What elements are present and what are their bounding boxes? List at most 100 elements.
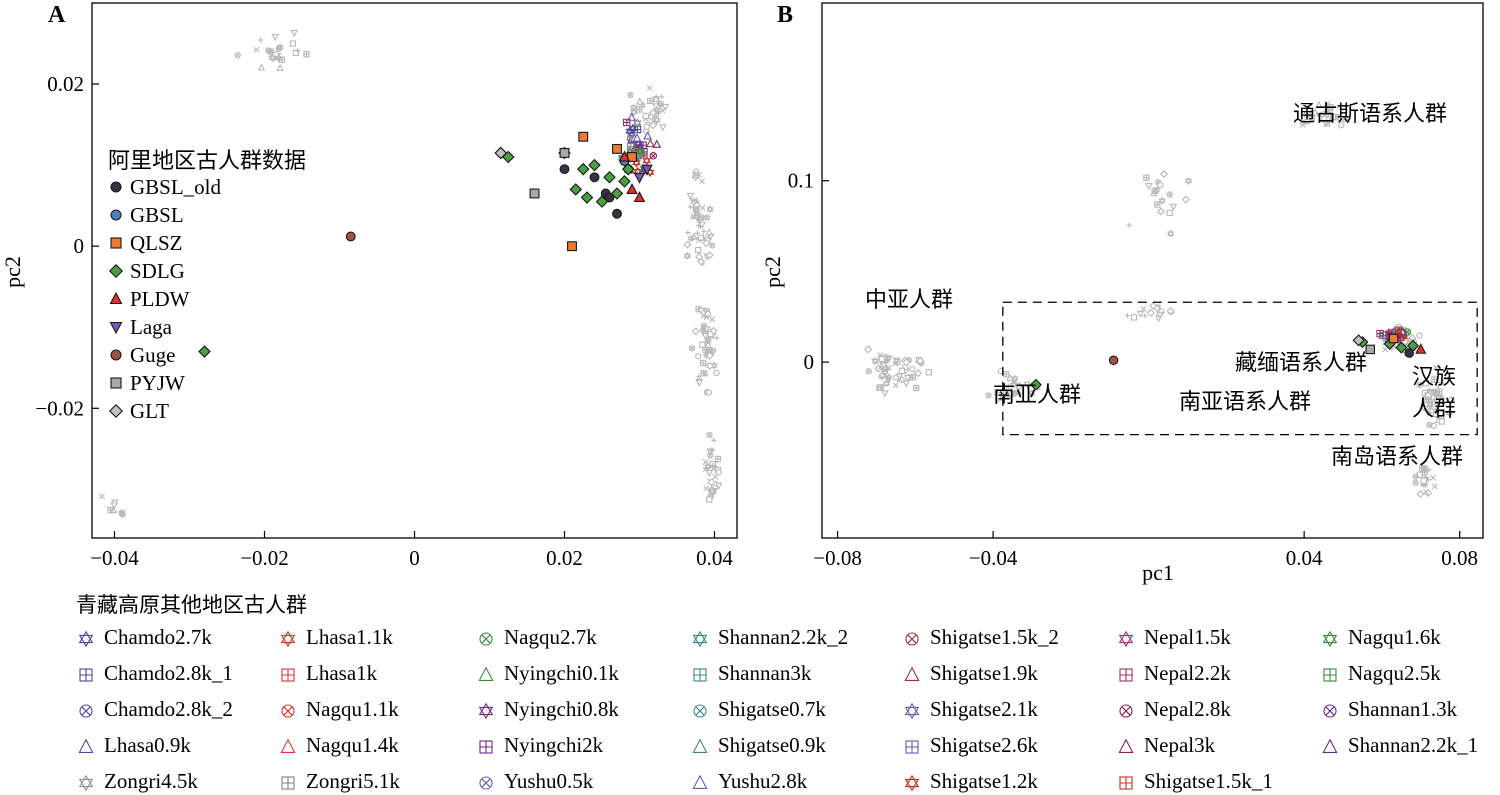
reference-point xyxy=(1028,389,1036,398)
reference-point xyxy=(699,178,705,185)
panel-a: −0.04 −0.02 0 0.02 0.04 −0.02 0 0.02 A pc2 阿里地区… xyxy=(0,2,738,570)
point-sdlg xyxy=(576,162,590,176)
panel-b-frame xyxy=(821,2,1484,539)
reference-point xyxy=(1435,396,1442,403)
legend-marker xyxy=(692,738,708,753)
reference-point xyxy=(1304,111,1311,118)
legend-marker-shape xyxy=(1118,738,1134,753)
reference-point-plateau xyxy=(649,152,658,160)
reference-point xyxy=(689,213,696,220)
reference-point xyxy=(1326,107,1333,114)
legend-label: Zongri5.1k xyxy=(306,769,400,793)
legend-marker-shape xyxy=(1322,738,1338,753)
reference-point xyxy=(702,239,711,248)
legend-marker-shape xyxy=(1119,704,1133,718)
legend-marker xyxy=(478,702,494,720)
reference-point xyxy=(696,374,702,380)
legend-marker xyxy=(110,209,122,221)
reference-point xyxy=(706,431,713,439)
reference-point xyxy=(1425,411,1431,417)
legend-marker xyxy=(479,632,493,646)
reference-point xyxy=(713,369,720,376)
reference-point xyxy=(1445,408,1453,418)
legend-marker xyxy=(1118,738,1134,753)
reference-point xyxy=(705,361,714,370)
reference-point xyxy=(1426,467,1432,473)
y-tick-label: 0.02 xyxy=(47,72,84,96)
legend-marker-shape xyxy=(1119,668,1133,682)
reference-point-plateau xyxy=(632,133,642,142)
reference-point xyxy=(699,204,706,211)
reference-point xyxy=(659,94,665,100)
reference-point xyxy=(690,197,697,204)
legend-marker-shape xyxy=(478,666,494,681)
reference-point xyxy=(1308,115,1316,122)
point-sdlg xyxy=(1029,378,1042,391)
annotation-austronesian: 南岛语系人群 xyxy=(1331,444,1463,469)
point-gbsl-old xyxy=(559,164,570,175)
reference-point xyxy=(1334,114,1342,121)
reference-point xyxy=(700,370,707,377)
reference-point xyxy=(999,390,1005,396)
legend-label: Zongri4.5k xyxy=(104,769,198,793)
legend-marker-shape xyxy=(692,738,708,753)
reference-point xyxy=(1416,489,1425,499)
legend-label: Nepal2.2k xyxy=(1144,661,1231,685)
reference-point xyxy=(1431,409,1440,418)
legend-label: Nagqu2.7k xyxy=(504,625,597,649)
legend-marker xyxy=(79,704,93,718)
legend-marker-shape xyxy=(905,740,919,754)
annotation-han-population: 人群 xyxy=(1412,396,1456,421)
reference-point xyxy=(274,53,283,63)
reference-point xyxy=(253,46,260,53)
reference-point xyxy=(649,121,658,130)
reference-point xyxy=(1420,465,1427,472)
legend-marker xyxy=(1118,630,1134,648)
legend-marker xyxy=(1322,738,1338,753)
reference-point xyxy=(1299,119,1306,126)
reference-point xyxy=(884,354,891,362)
legend-marker xyxy=(692,630,708,648)
legend-label: Shannan2.2k_1 xyxy=(1348,733,1479,757)
reference-point xyxy=(275,45,283,52)
point-gbsl-old xyxy=(589,172,600,183)
reference-point xyxy=(683,251,692,261)
point-glt xyxy=(1352,334,1365,347)
legend-label: Yushu2.8k xyxy=(718,769,808,793)
reference-point xyxy=(661,103,670,112)
legend-marker xyxy=(1119,776,1133,790)
legend-marker-shape xyxy=(904,666,920,681)
reference-point xyxy=(1304,118,1311,125)
reference-point xyxy=(703,314,710,321)
legend-marker xyxy=(78,738,94,753)
annotation-han: 汉族 xyxy=(1412,364,1456,389)
reference-point xyxy=(1159,169,1169,179)
legend-marker-shape xyxy=(281,668,295,682)
legend-marker xyxy=(904,666,920,681)
reference-point xyxy=(709,316,716,323)
reference-point xyxy=(1157,182,1164,189)
reference-point xyxy=(107,506,114,514)
legend-marker xyxy=(281,668,295,682)
bottom-legend: 青藏高原其他地区古人群 Chamdo2.7k Lhasa1.1k Nagqu2.7k… xyxy=(0,585,1500,795)
reference-point xyxy=(303,51,310,58)
legend-marker-shape xyxy=(78,738,94,753)
reference-point xyxy=(1423,396,1430,403)
reference-point xyxy=(692,171,699,179)
annotation-central-asian: 中亚人群 xyxy=(865,287,953,312)
point-pyjw xyxy=(1365,344,1375,355)
legend-label: Chamdo2.7k xyxy=(104,625,212,649)
reference-point xyxy=(685,229,691,236)
legend-label: PLDW xyxy=(130,287,190,311)
reference-point xyxy=(707,452,714,459)
reference-point xyxy=(913,369,923,378)
reference-point xyxy=(1420,403,1429,412)
legend-marker xyxy=(479,740,493,754)
legend-entry-gbsl: GBSL xyxy=(110,203,184,227)
reference-point xyxy=(1146,308,1155,317)
x-tick-label: 0.08 xyxy=(1441,546,1478,570)
reference-point xyxy=(1166,191,1173,198)
reference-point xyxy=(1416,381,1423,389)
reference-point xyxy=(1158,196,1166,205)
reference-point xyxy=(635,97,644,105)
